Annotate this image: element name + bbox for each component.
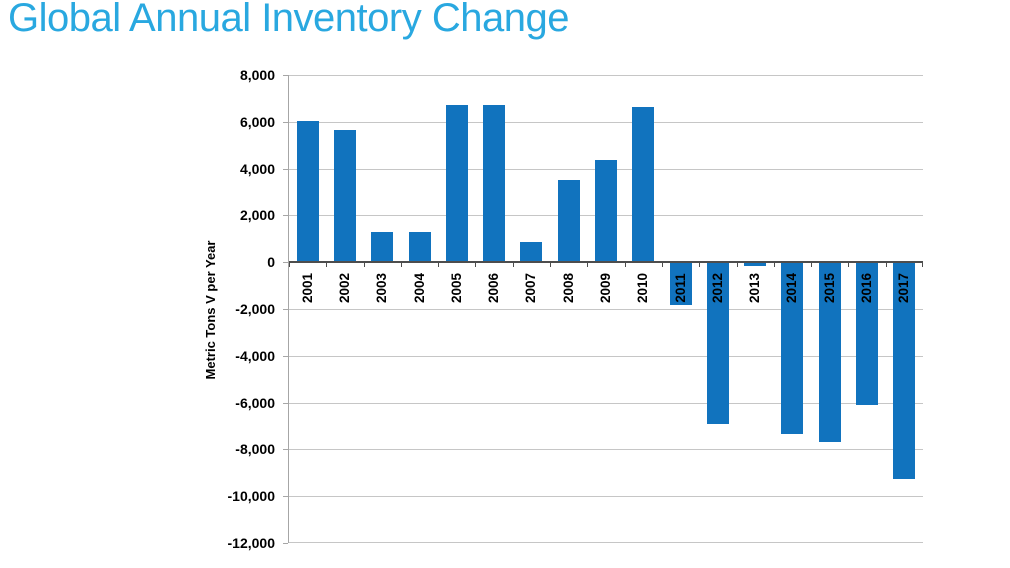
category-boundary-tick: [811, 263, 812, 268]
bar-2010: [632, 106, 655, 263]
category-boundary-tick: [550, 263, 551, 268]
category-boundary-tick: [737, 263, 738, 268]
y-tick-label: 4,000: [239, 160, 275, 177]
gridline: [289, 496, 923, 498]
gridline: [289, 75, 923, 76]
category-boundary-tick: [587, 263, 588, 268]
x-tick-label-2016: 2016: [859, 273, 875, 304]
x-tick-label-2011: 2011: [672, 273, 688, 303]
y-axis-tick: [283, 309, 288, 310]
category-boundary-tick: [401, 263, 402, 268]
x-tick-label-2002: 2002: [336, 273, 352, 304]
y-axis-tick: [283, 121, 288, 123]
x-tick-label-2004: 2004: [411, 273, 427, 304]
y-tick-label: -10,000: [227, 488, 275, 505]
bar-2013: [744, 262, 767, 266]
bar-2005: [445, 105, 468, 263]
y-tick-label: 6,000: [239, 113, 275, 130]
y-axis-tick: [283, 262, 288, 264]
category-boundary-tick: [475, 263, 476, 268]
x-tick-label-2013: 2013: [747, 273, 763, 304]
bar-2011: [669, 262, 692, 306]
y-axis-tick: [283, 496, 288, 498]
bar-2008: [557, 180, 580, 263]
y-tick-label: -4,000: [235, 347, 275, 364]
bar-2015: [818, 262, 841, 443]
category-boundary-tick: [848, 263, 849, 268]
category-boundary-tick: [326, 263, 327, 268]
y-axis-line: [288, 75, 289, 543]
y-tick-label: 0: [267, 254, 275, 271]
gridline: [289, 402, 923, 404]
x-tick-label-2015: 2015: [821, 273, 837, 304]
x-tick-label-2017: 2017: [896, 273, 912, 304]
category-boundary-tick: [922, 263, 923, 268]
gridline: [289, 355, 923, 357]
y-axis-tick: [283, 168, 288, 170]
category-boundary-tick: [289, 263, 290, 268]
x-tick-label-2010: 2010: [635, 273, 651, 304]
x-tick-label-2012: 2012: [709, 273, 725, 304]
y-axis-tick: [283, 543, 288, 544]
zero-axis-line: [289, 261, 923, 264]
bar-2016: [856, 262, 879, 405]
bar-2009: [595, 160, 617, 263]
plot-area: 8,000 6,000 4,000 2,000 0 -2,000 -4,000 -6,000 -…: [228, 67, 923, 551]
y-axis-tick: [283, 402, 288, 404]
bar-2003: [371, 231, 394, 263]
x-tick-label-2009: 2009: [598, 273, 613, 304]
bar-2002: [333, 129, 356, 263]
y-tick-label: -2,000: [235, 301, 275, 317]
category-boundary-tick: [364, 263, 365, 268]
y-tick-label: -8,000: [235, 441, 275, 458]
category-boundary-tick: [513, 263, 514, 268]
bar-2014: [781, 262, 804, 435]
x-tick-label-2006: 2006: [486, 273, 502, 304]
x-tick-label-2001: 2001: [299, 273, 315, 304]
bar-2001: [296, 120, 319, 263]
x-tick-label-2008: 2008: [560, 273, 576, 304]
x-tick-label-2003: 2003: [374, 273, 390, 304]
page-title: Global Annual Inventory Change: [8, 0, 569, 40]
y-axis-tick: [283, 75, 288, 76]
gridline: [289, 309, 923, 310]
y-axis-tick: [283, 215, 288, 217]
y-axis-tick: [283, 355, 288, 357]
x-tick-label-2005: 2005: [448, 273, 464, 304]
y-tick-label: 8,000: [239, 67, 275, 83]
category-boundary-tick: [699, 263, 700, 268]
y-tick-label: -12,000: [227, 535, 275, 551]
gridline: [289, 449, 923, 451]
category-boundary-tick: [774, 263, 775, 268]
y-axis-tick: [283, 449, 288, 451]
bar-2006: [483, 105, 506, 263]
bar-2007: [520, 241, 543, 263]
y-tick-label: 2,000: [239, 207, 275, 224]
x-tick-label-2014: 2014: [784, 273, 800, 304]
x-tick-label-2007: 2007: [523, 273, 539, 304]
category-boundary-tick: [886, 263, 887, 268]
y-tick-label: -6,000: [235, 394, 275, 411]
gridline: [289, 121, 923, 123]
bar-2004: [408, 231, 431, 263]
category-boundary-tick: [438, 263, 439, 268]
category-boundary-tick: [625, 263, 626, 268]
bar-2017: [893, 262, 916, 479]
category-boundary-tick: [662, 263, 663, 268]
bar-2012: [706, 262, 729, 424]
gridline: [289, 542, 923, 543]
